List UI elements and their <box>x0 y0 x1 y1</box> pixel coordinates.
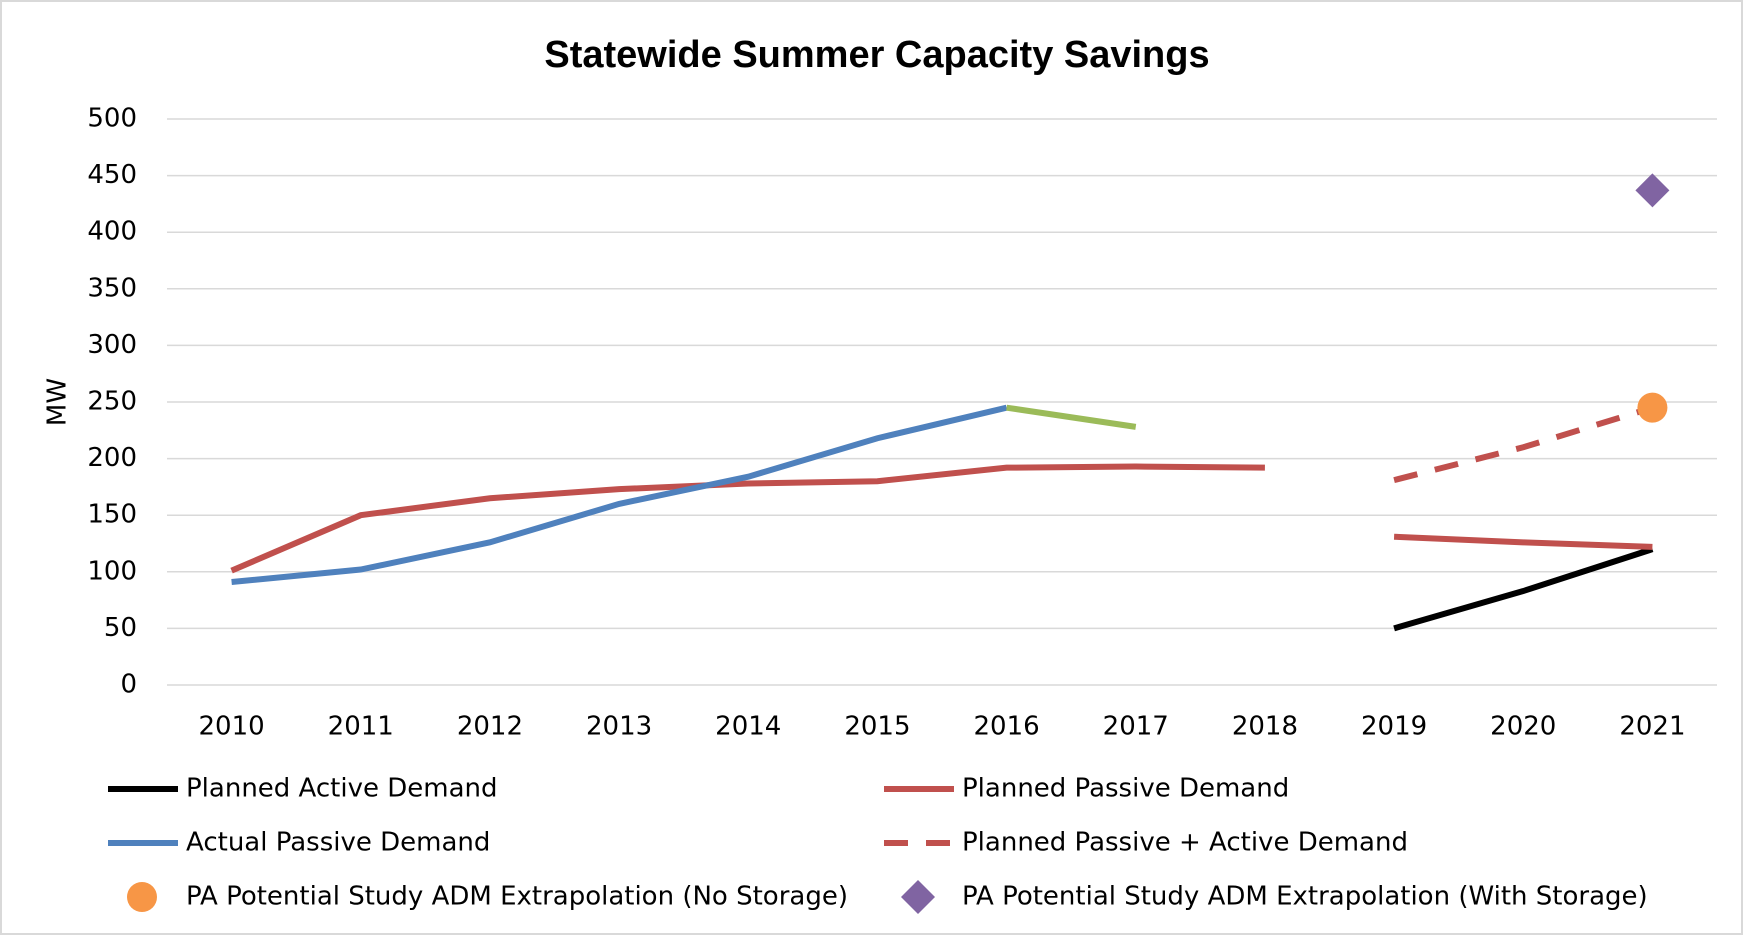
legend-label: PA Potential Study ADM Extrapolation (Wi… <box>962 882 1648 912</box>
y-tick-label: 300 <box>87 330 137 360</box>
series-line <box>1393 533 1653 550</box>
legend-marker <box>901 880 935 914</box>
legend-label: Planned Passive Demand <box>962 774 1289 804</box>
x-tick-label: 2021 <box>1619 712 1685 742</box>
chart-title: Statewide Summer Capacity Savings <box>544 34 1209 76</box>
x-tick-label: 2012 <box>457 712 523 742</box>
point <box>1635 173 1670 208</box>
x-tick-label: 2011 <box>328 712 394 742</box>
x-tick-label: 2017 <box>1103 712 1169 742</box>
y-axis-label: MW <box>43 378 73 426</box>
y-tick-label: 100 <box>87 556 137 586</box>
x-tick-label: 2019 <box>1361 712 1427 742</box>
series-line <box>231 404 1008 585</box>
y-tick-label: 450 <box>87 160 137 190</box>
series-line <box>1006 404 1137 430</box>
x-tick-label: 2010 <box>198 712 264 742</box>
point <box>1637 392 1668 423</box>
y-tick-label: 400 <box>87 217 137 247</box>
y-tick-label: 250 <box>87 387 137 417</box>
y-tick-label: 150 <box>87 500 137 530</box>
y-tick-label: 200 <box>87 443 137 473</box>
y-tick-label: 50 <box>104 613 137 643</box>
legend-label: Planned Active Demand <box>186 774 498 804</box>
legend-marker <box>127 882 157 912</box>
y-tick-label: 500 <box>87 104 137 134</box>
x-tick-label: 2018 <box>1232 712 1298 742</box>
legend-label: Planned Passive + Active Demand <box>962 828 1408 858</box>
x-tick-label: 2014 <box>715 712 781 742</box>
x-tick-label: 2016 <box>973 712 1039 742</box>
series-line <box>1393 546 1654 632</box>
series-line <box>1393 404 1654 484</box>
y-tick-label: 350 <box>87 273 137 303</box>
legend-label: Actual Passive Demand <box>186 828 490 858</box>
legend-label: PA Potential Study ADM Extrapolation (No… <box>186 882 848 912</box>
y-tick-label: 0 <box>120 670 137 700</box>
x-tick-label: 2020 <box>1490 712 1556 742</box>
x-tick-label: 2015 <box>844 712 910 742</box>
x-tick-label: 2013 <box>586 712 652 742</box>
series-line <box>230 463 1265 574</box>
